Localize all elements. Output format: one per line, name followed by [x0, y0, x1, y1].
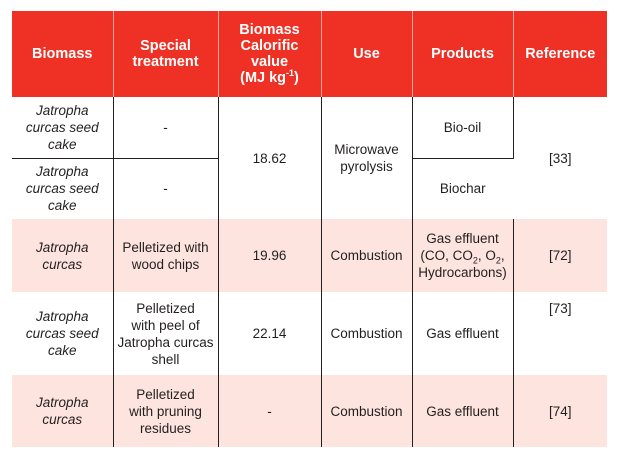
header-biomass: Biomass	[12, 11, 114, 97]
table-row: Jatropha curcas seed cake - Biochar	[12, 157, 607, 219]
cell-use: Combustion	[321, 375, 413, 447]
cell-treatment: -	[113, 157, 219, 219]
cell-biomass: Jatropha curcas	[12, 219, 114, 292]
cell-calorific: 18.62	[218, 97, 322, 219]
cell-reference: [74]	[513, 375, 607, 447]
cell-biomass: Jatropha curcas seed cake	[12, 292, 114, 375]
cell-calorific: -	[218, 375, 322, 447]
cell-treatment: Pelletized with wood chips	[113, 219, 219, 292]
cell-calorific: 19.96	[218, 219, 322, 292]
header-special-treatment: Special treatment	[113, 11, 219, 97]
cell-calorific: 22.14	[218, 292, 322, 375]
table-row: Jatropha curcas Pelletized with wood chi…	[12, 219, 607, 292]
cell-use: Microwave pyrolysis	[321, 97, 413, 219]
biomass-table: Biomass Special treatment Biomass Calori…	[12, 11, 607, 447]
cell-product: Biochar	[412, 157, 513, 219]
table-row: Jatropha curcas seed cake - 18.62 Microw…	[12, 97, 607, 219]
cell-product: Gas effluent	[412, 292, 514, 375]
cell-product: Gas effluent	[412, 375, 514, 447]
header-use: Use	[321, 11, 413, 97]
cell-use: Combustion	[321, 292, 413, 375]
cell-reference: [33]	[548, 150, 572, 166]
cell-product: Gas effluent (CO, CO2, O2, Hydrocarbons)	[412, 219, 514, 292]
header-reference: Reference	[513, 11, 607, 97]
cell-use: Combustion	[321, 219, 413, 292]
header-calorific-value: Biomass Calorific value (MJ kg-1)	[218, 11, 322, 97]
cell-treatment: Pelletized with pruning residues	[113, 375, 219, 447]
cell-reference: [72]	[513, 219, 607, 292]
cell-biomass: Jatropha curcas seed cake	[12, 157, 114, 219]
table-row: Jatropha curcas seed cake Pelletized wit…	[12, 292, 607, 375]
header-row: Biomass Special treatment Biomass Calori…	[12, 11, 607, 97]
cell-treatment: Pelletized with peel of Jatropha curcas …	[113, 292, 219, 375]
cell-biomass: Jatropha curcas	[12, 375, 114, 447]
header-products: Products	[412, 11, 514, 97]
table-row: Jatropha curcas Pelletized with pruning …	[12, 375, 607, 447]
cell-treatment: -	[113, 97, 219, 158]
cell-reference: [73]	[548, 301, 572, 316]
cell-biomass: Jatropha curcas seed cake	[12, 97, 114, 158]
cell-product: Bio-oil	[412, 97, 514, 158]
